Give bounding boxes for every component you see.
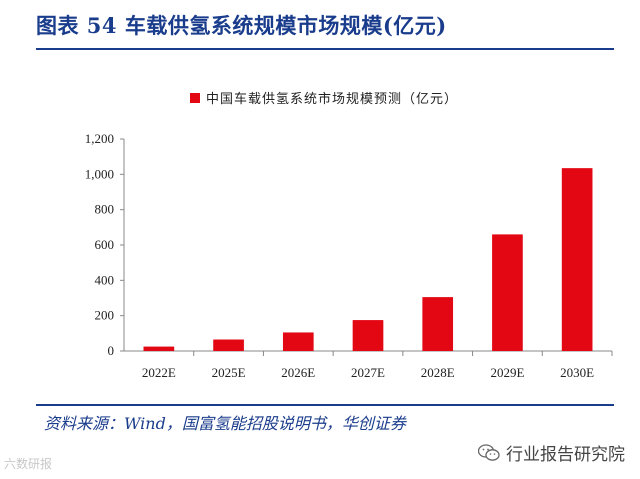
- y-tick-label: 400: [95, 272, 115, 287]
- y-tick-label: 1,200: [85, 131, 114, 146]
- source-rule: [36, 404, 614, 406]
- watermark-left: 六数研报: [4, 457, 53, 471]
- watermark-right: 行业报告研究院: [478, 440, 625, 465]
- watermark-right-text: 行业报告研究院: [506, 445, 625, 465]
- y-tick-label: 0: [108, 343, 115, 358]
- x-tick-label: 2026E: [281, 365, 315, 380]
- legend-label: 中国车载供氢系统市场规模预测（亿元）: [206, 92, 459, 107]
- bar-2025E: [213, 339, 244, 351]
- x-tick-label: 2028E: [421, 365, 455, 380]
- x-tick-label: 2027E: [351, 365, 385, 380]
- x-tick-label: 2029E: [490, 365, 524, 380]
- y-tick-label: 600: [95, 237, 115, 252]
- y-tick-label: 200: [95, 308, 115, 323]
- title-rule: [36, 48, 614, 50]
- source-note: 资料来源：Wind，国富氢能招股说明书，华创证券: [44, 414, 406, 433]
- bar-2026E: [282, 332, 314, 351]
- chart-legend: 中国车载供氢系统市场规模预测（亿元）: [190, 88, 458, 107]
- bar-2029E: [492, 234, 523, 351]
- x-tick-label: 2025E: [212, 365, 246, 380]
- bar-chart: 0 200 400 600 800 1,000 1,200 2022E 2025E 2026E 20…: [85, 131, 613, 380]
- bar-2027E: [352, 320, 384, 351]
- bar-2028E: [422, 297, 454, 351]
- bar-2022E: [143, 346, 175, 351]
- x-tick-label: 2030E: [560, 365, 594, 380]
- x-tick-label: 2022E: [142, 365, 176, 380]
- y-tick-label: 1,000: [85, 166, 114, 181]
- bar-2030E: [561, 168, 593, 351]
- wechat-icon: [478, 443, 500, 461]
- y-tick-label: 800: [95, 202, 115, 217]
- figure-title: 图表 54 车载供氢系统规模市场规模(亿元): [36, 13, 447, 38]
- legend-swatch: [190, 92, 200, 103]
